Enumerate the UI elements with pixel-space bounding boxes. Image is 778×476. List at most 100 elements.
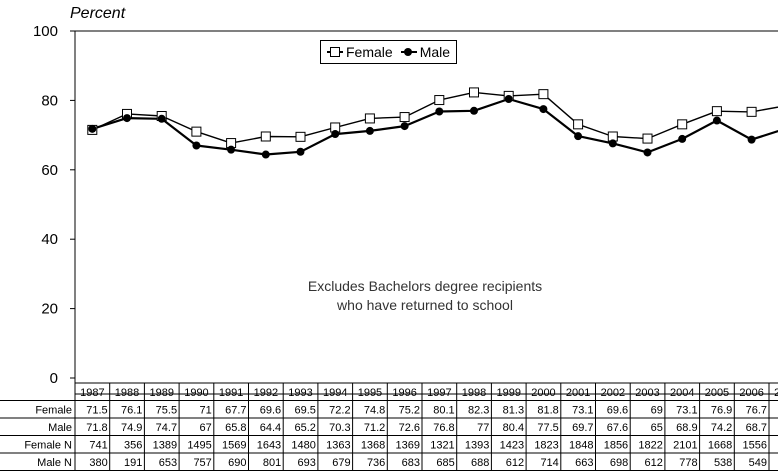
table-cell: 76.7 [746,405,767,417]
data-point-male [712,116,721,125]
table-cell: 693 [298,457,316,469]
y-tick-label: 60 [41,162,58,179]
legend-label-female: Female [346,44,393,60]
x-tick-label: 1988 [115,387,139,399]
table-cell: 74.2 [711,422,732,434]
x-tick-label: 1991 [219,387,243,399]
table-cell: 1495 [187,440,211,452]
x-tick-label: 1996 [392,387,416,399]
data-point-male [261,150,270,159]
table-cell: 1643 [257,440,281,452]
y-axis: 0 20 40 60 80 100 [33,23,75,387]
table-cell: 191 [124,457,142,469]
table-cell: 76.1 [121,405,142,417]
table-cell: 688 [471,457,489,469]
table-cell: 67 [200,422,212,434]
data-table: 1987 1988 1989 1990 1991 1992 1993 1994 1995 1996… [0,382,778,471]
table-cell: 76.8 [433,422,454,434]
table-cell: 683 [402,457,420,469]
table-cell: 70.3 [329,422,350,434]
table-cell: 698 [610,457,628,469]
table-cell: 76.9 [711,405,732,417]
table-cell: 67.7 [225,405,246,417]
data-point-female [364,113,375,124]
chart-annotation: Excludes Bachelors degree recipients who… [238,277,612,315]
table-cell: 75.5 [156,405,177,417]
y-tick-label: 80 [41,92,58,109]
x-tick-label: 1992 [254,387,278,399]
table-cell: 82.3 [468,405,489,417]
table-row-label: Female [35,405,72,417]
data-point-male [227,145,236,154]
table-cell: 741 [89,440,107,452]
table-cell: 1363 [326,440,350,452]
legend-item-male: Male [400,44,450,60]
table-cell: 653 [159,457,177,469]
table-cell: 1369 [396,440,420,452]
table-cell: 71.5 [86,405,107,417]
x-tick-label: 2005 [705,387,729,399]
table-cell: 679 [332,457,350,469]
table-cell: 1668 [708,440,732,452]
table-cell: 612 [506,457,524,469]
y-tick-label: 40 [41,231,58,248]
table-cell: 1822 [638,440,662,452]
table-cell: 77 [477,422,489,434]
x-tick-label: 2004 [670,387,694,399]
data-point-female [573,119,584,130]
x-tick-label: 1997 [427,387,451,399]
table-cell: 74.9 [121,422,142,434]
data-point-female [434,95,445,106]
table-cell: 1569 [222,440,246,452]
data-point-male [88,124,97,133]
annotation-line-2: who have returned to school [337,297,513,313]
x-tick-label: 1999 [497,387,521,399]
table-cell: 1389 [153,440,177,452]
data-point-female [191,126,202,137]
y-axis-label: Percent [70,5,126,22]
table-cell: 714 [540,457,558,469]
y-tick-label: 100 [33,23,58,40]
legend: Female Male [320,40,458,64]
legend-item-female: Female [327,44,393,60]
data-point-male [331,130,340,139]
table-cell: 1823 [534,440,558,452]
x-tick-label: 1998 [462,387,486,399]
table-cell: 64.4 [260,422,281,434]
table-cell: 1368 [361,440,385,452]
table-cell: 67.6 [607,422,628,434]
data-point-female [711,106,722,117]
annotation-line-1: Excludes Bachelors degree recipients [307,278,543,294]
table-cell: 73.1 [676,405,697,417]
table-cell: 73.1 [572,405,593,417]
data-point-male [504,95,513,104]
table-cell: 81.3 [503,405,524,417]
x-tick-label: 2007 [774,387,778,399]
data-point-male [747,135,756,144]
series-markers [87,87,757,159]
x-tick-label: 2000 [531,387,555,399]
table-cell: 663 [575,457,593,469]
table-cell: 69.7 [572,422,593,434]
data-point-male [400,122,409,131]
table-cell: 778 [679,457,697,469]
data-point-male [643,148,652,157]
x-tick-label: 2006 [739,387,763,399]
table-cell: 72.2 [329,405,350,417]
open-square-marker-icon [327,46,343,58]
x-tick-label: 2003 [635,387,659,399]
data-point-male [435,107,444,116]
y-tick-label: 0 [50,370,58,387]
table-cell: 71.2 [364,422,385,434]
table-cell: 74.7 [156,422,177,434]
table-cell: 71 [200,405,212,417]
table-cell: 65 [651,422,663,434]
table-cell: 757 [193,457,211,469]
table-cell: 65.2 [294,422,315,434]
table-cell: 72.6 [399,422,420,434]
plot-frame [74,30,778,395]
x-tick-label: 1987 [80,387,104,399]
table-row-label: Male N [37,457,72,469]
table-cell: 1321 [430,440,454,452]
data-point-male [123,114,131,123]
